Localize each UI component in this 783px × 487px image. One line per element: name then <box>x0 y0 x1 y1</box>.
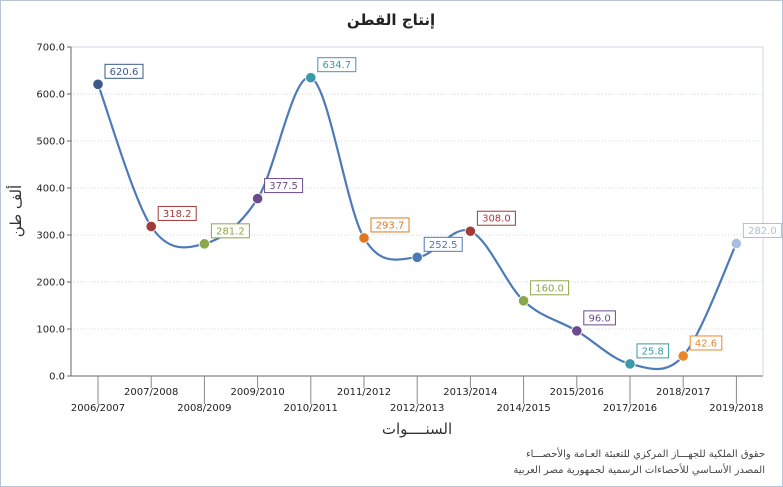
source-line-1: حقوق الملكية للجهـــاز المركزي للتعبئة ا… <box>526 447 765 460</box>
data-labels: 620.6 318.2 281.2 377.5 634.7 293.7 252.5 308.0… <box>104 57 782 359</box>
data-label: 96.0 <box>588 313 610 324</box>
data-label-box <box>689 335 723 351</box>
data-label: 293.7 <box>376 220 405 231</box>
data-label-box <box>476 210 516 226</box>
y-axis: 0.0 100.0 200.0 300.0 400.0 500.0 600.0 700.0 <box>36 43 72 383</box>
x-axis: 2006/2007 2007/2008 2008/2009 2009/20102010… <box>71 376 764 414</box>
x-axis-title: السنــــوات <box>382 420 452 438</box>
x-tick-label: 2019/2018 <box>709 403 763 414</box>
data-label: 282.0 <box>748 226 777 237</box>
x-tick-label: 2012/2013 <box>390 403 444 414</box>
data-label: 160.0 <box>535 283 564 294</box>
grid <box>71 46 764 377</box>
data-points <box>92 72 743 370</box>
data-point <box>198 238 210 250</box>
x-tick-label: 2008/2009 <box>177 403 231 414</box>
data-label: 25.8 <box>642 346 664 357</box>
y-tick-label: 600.0 <box>36 90 65 101</box>
data-label: 377.5 <box>269 181 298 192</box>
data-point <box>252 192 264 205</box>
data-label-box <box>210 223 250 239</box>
y-axis-title: ألف طن <box>6 185 25 237</box>
data-label-box <box>742 222 782 238</box>
data-label-box <box>423 236 463 252</box>
y-tick-label: 300.0 <box>36 231 65 242</box>
x-tick-label: 2014/2015 <box>496 403 550 414</box>
source-line-2: المصدر الأسـاسي للأحصاءات الرسمية لجمهور… <box>513 463 765 476</box>
data-label: 252.5 <box>429 240 458 251</box>
chart-title: إنتاج القطن <box>347 11 435 29</box>
data-point <box>358 232 370 244</box>
data-label-box <box>370 217 410 233</box>
data-point <box>517 295 530 307</box>
x-tick-label: 2006/2007 <box>71 403 125 414</box>
data-point <box>571 325 583 337</box>
x-tick-label: 2013/2014 <box>443 387 497 398</box>
y-tick-label: 0.0 <box>49 372 65 383</box>
series-line <box>96 76 738 371</box>
x-tick-label: 2017/2016 <box>603 403 657 414</box>
x-tick-label: 2018/2017 <box>656 387 710 398</box>
data-label-box <box>157 205 197 221</box>
data-label-box <box>317 57 357 73</box>
data-label-box <box>636 343 670 359</box>
y-tick-label: 500.0 <box>36 137 65 148</box>
x-tick-label: 2009/2010 <box>230 387 284 398</box>
data-point <box>464 225 476 237</box>
x-tick-label: 2010/2011 <box>284 403 338 414</box>
data-label: 308.0 <box>482 214 511 225</box>
y-tick-label: 100.0 <box>36 325 65 336</box>
data-label: 318.2 <box>163 209 192 220</box>
data-point <box>92 78 104 90</box>
x-tick-label: 2015/2016 <box>550 387 604 398</box>
data-point <box>145 220 157 233</box>
data-label-box <box>530 280 570 296</box>
data-point <box>677 350 689 362</box>
data-label: 620.6 <box>110 67 139 78</box>
data-label-box <box>104 63 144 79</box>
data-label: 281.2 <box>216 226 245 237</box>
data-label: 42.6 <box>695 338 717 349</box>
y-tick-label: 700.0 <box>36 43 65 54</box>
x-tick-label: 2011/2012 <box>337 387 391 398</box>
data-label: 634.7 <box>322 60 351 71</box>
data-point <box>411 251 423 263</box>
data-point <box>624 358 636 370</box>
y-tick-label: 200.0 <box>36 278 65 289</box>
data-label-box <box>583 310 616 326</box>
y-tick-label: 400.0 <box>36 184 65 195</box>
x-tick-label: 2007/2008 <box>124 387 178 398</box>
data-point <box>730 237 743 250</box>
data-label-box <box>264 178 304 194</box>
data-point <box>305 72 317 84</box>
